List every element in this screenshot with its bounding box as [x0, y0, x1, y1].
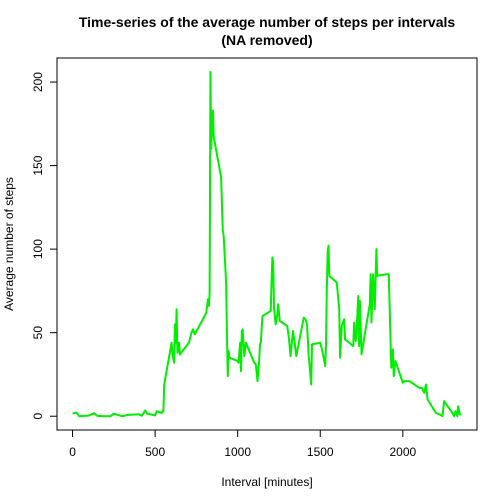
- chart-title: (NA removed): [221, 32, 312, 48]
- y-tick-label: 0: [31, 413, 45, 420]
- x-tick-label: 1500: [307, 445, 334, 459]
- data-line: [72, 71, 462, 418]
- x-axis-label: Interval [minutes]: [221, 475, 312, 489]
- chart-title: Time-series of the average number of ste…: [79, 14, 456, 30]
- x-tick-label: 500: [145, 445, 165, 459]
- x-tick-label: 1000: [224, 445, 251, 459]
- x-tick-label: 2000: [389, 445, 416, 459]
- y-tick-label: 150: [31, 155, 45, 175]
- y-axis-label: Average number of steps: [2, 177, 16, 311]
- x-tick-label: 0: [69, 445, 76, 459]
- plot-box: [56, 57, 478, 431]
- y-tick-label: 50: [31, 326, 45, 340]
- y-tick-label: 200: [31, 72, 45, 92]
- y-tick-label: 100: [31, 239, 45, 259]
